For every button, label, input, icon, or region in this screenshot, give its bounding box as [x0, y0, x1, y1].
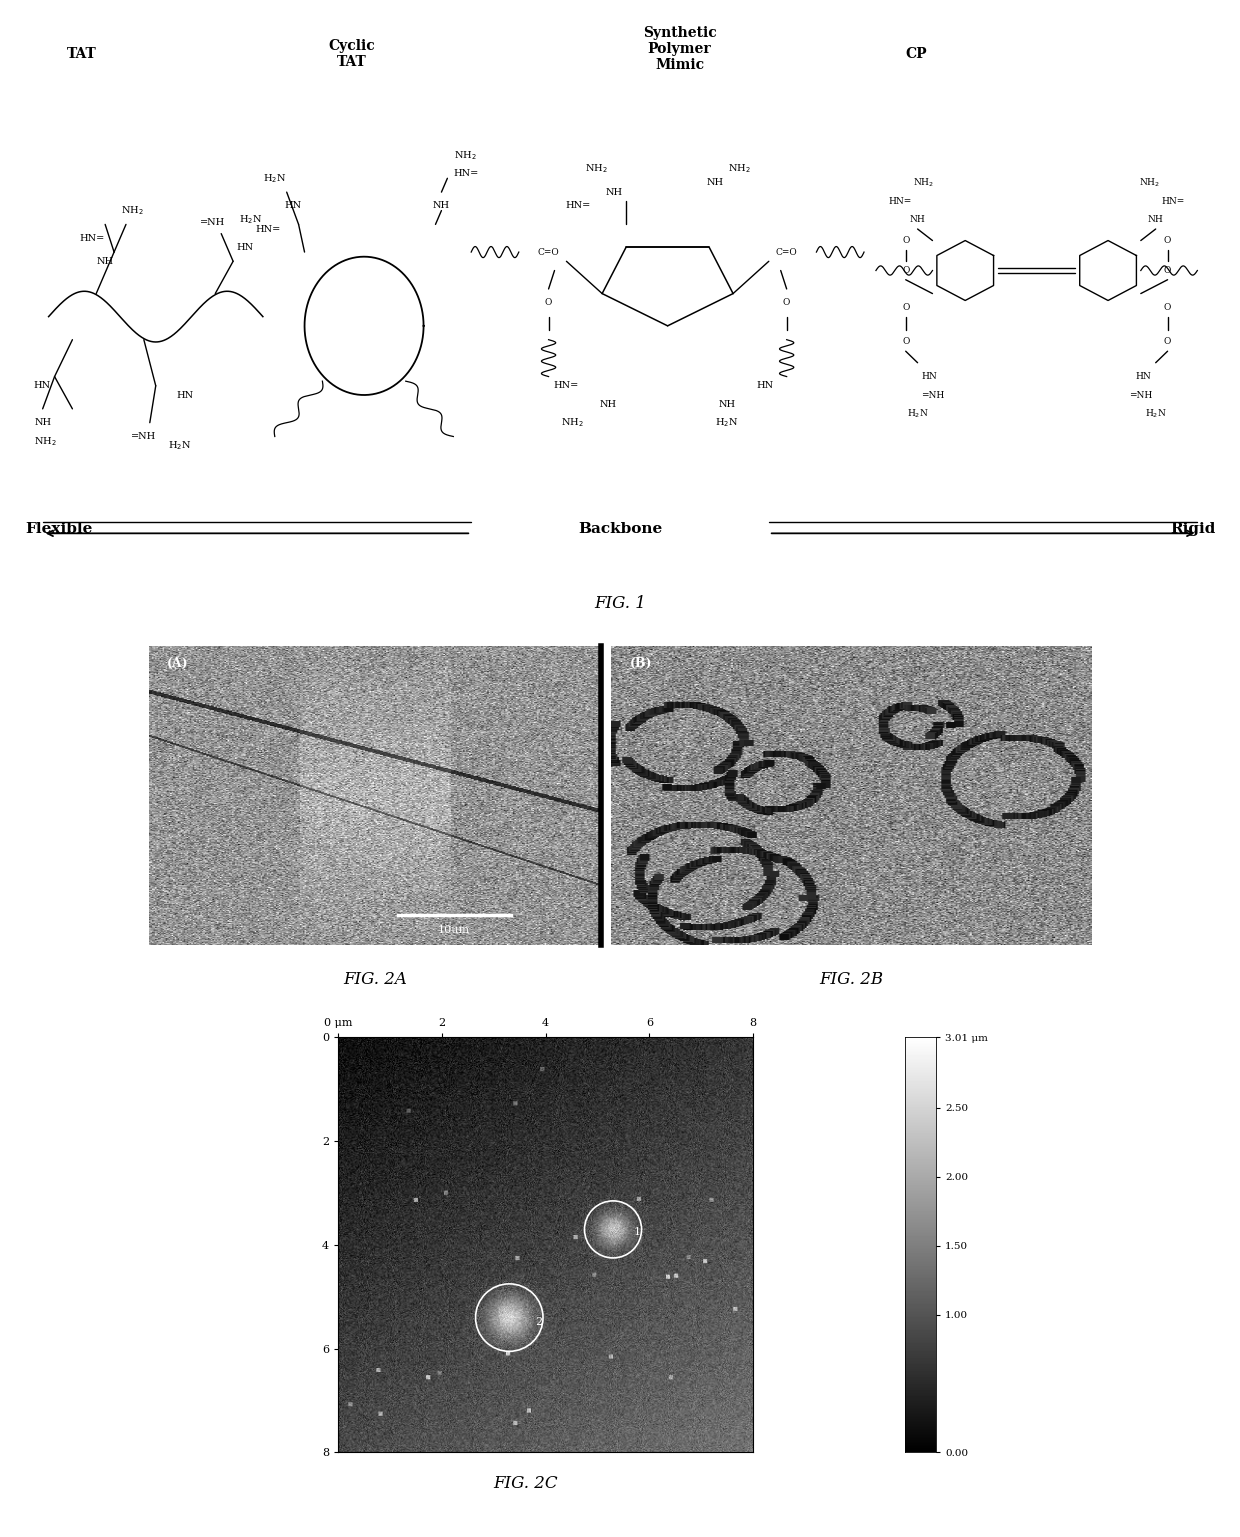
- Text: NH: NH: [1148, 215, 1163, 224]
- Text: HN: HN: [284, 201, 301, 211]
- Text: HN=: HN=: [1162, 197, 1185, 206]
- Text: =NH: =NH: [1130, 390, 1152, 400]
- Text: FIG. 1: FIG. 1: [594, 595, 646, 612]
- Text: Rigid: Rigid: [1169, 521, 1215, 536]
- Text: O: O: [544, 298, 552, 307]
- Text: H$_2$N: H$_2$N: [167, 440, 191, 452]
- Text: HN: HN: [33, 381, 51, 390]
- Text: (A): (A): [167, 656, 188, 670]
- Text: NH: NH: [910, 215, 925, 224]
- Text: 1: 1: [634, 1227, 641, 1237]
- Text: NH: NH: [718, 400, 735, 409]
- Text: O: O: [782, 298, 790, 307]
- Text: O: O: [1164, 303, 1172, 312]
- Text: HN=: HN=: [454, 169, 479, 178]
- Text: H$_2$N: H$_2$N: [263, 172, 286, 184]
- Text: HN=: HN=: [255, 224, 280, 234]
- Text: O: O: [901, 303, 909, 312]
- Text: HN: HN: [1136, 372, 1152, 381]
- Text: CP: CP: [905, 46, 928, 61]
- Text: NH: NH: [599, 400, 616, 409]
- Text: HN: HN: [237, 243, 254, 252]
- Text: NH$_2$: NH$_2$: [728, 163, 750, 175]
- Text: C=O: C=O: [538, 247, 559, 257]
- Text: FIG. 2C: FIG. 2C: [494, 1476, 558, 1492]
- Text: H$_2$N: H$_2$N: [906, 407, 929, 420]
- Text: NH: NH: [97, 257, 114, 266]
- Text: NH$_2$: NH$_2$: [454, 149, 476, 161]
- Text: Cyclic
TAT: Cyclic TAT: [329, 38, 376, 69]
- Text: FIG. 2A: FIG. 2A: [343, 971, 407, 988]
- Text: H$_2$N: H$_2$N: [715, 417, 739, 429]
- Text: C=O: C=O: [776, 247, 797, 257]
- Text: HN: HN: [921, 372, 937, 381]
- Text: NH$_2$: NH$_2$: [33, 435, 56, 447]
- Text: (B): (B): [630, 656, 652, 670]
- Text: O: O: [1164, 338, 1172, 346]
- Text: NH$_2$: NH$_2$: [560, 417, 584, 429]
- Text: HN=: HN=: [888, 197, 911, 206]
- Text: HN: HN: [756, 381, 774, 390]
- Text: Synthetic
Polymer
Mimic: Synthetic Polymer Mimic: [642, 26, 717, 72]
- Text: Backbone: Backbone: [578, 521, 662, 536]
- Text: TAT: TAT: [67, 46, 97, 61]
- Text: =NH: =NH: [200, 218, 224, 226]
- Text: HN=: HN=: [79, 234, 105, 243]
- Text: =NH: =NH: [921, 390, 944, 400]
- Text: FIG. 2B: FIG. 2B: [818, 971, 883, 988]
- Text: HN=: HN=: [553, 381, 578, 390]
- Text: 10um: 10um: [438, 925, 470, 936]
- Text: 2: 2: [536, 1317, 542, 1328]
- Text: NH: NH: [605, 188, 622, 197]
- Text: H$_2$N: H$_2$N: [1145, 407, 1167, 420]
- Text: H$_2$N: H$_2$N: [239, 214, 263, 226]
- Text: O: O: [1164, 266, 1172, 275]
- Text: NH: NH: [433, 201, 450, 211]
- Text: Flexible: Flexible: [25, 521, 92, 536]
- Text: HN=: HN=: [565, 201, 590, 211]
- Text: NH: NH: [33, 418, 51, 427]
- Text: =NH: =NH: [131, 432, 156, 441]
- Text: NH$_2$: NH$_2$: [120, 204, 144, 217]
- Text: HN: HN: [176, 390, 193, 400]
- Text: O: O: [901, 237, 909, 244]
- Text: O: O: [901, 266, 909, 275]
- Text: NH$_2$: NH$_2$: [585, 163, 608, 175]
- Text: O: O: [901, 338, 909, 346]
- Text: NH$_2$: NH$_2$: [1140, 177, 1161, 189]
- Text: O: O: [1164, 237, 1172, 244]
- Text: NH$_2$: NH$_2$: [913, 177, 934, 189]
- Text: NH: NH: [707, 178, 724, 188]
